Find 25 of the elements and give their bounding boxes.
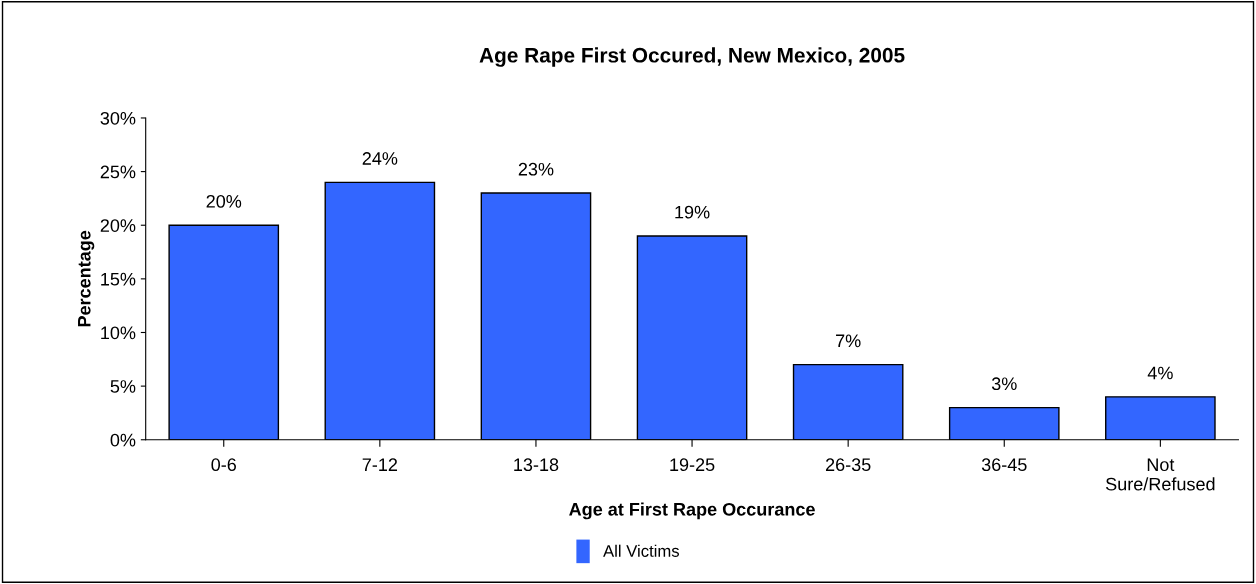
chart-title: Age Rape First Occured, New Mexico, 2005 xyxy=(479,47,905,67)
y-tick-label: 5% xyxy=(110,380,136,393)
x-tick-label: Not Sure/Refused xyxy=(1105,458,1215,491)
data-label: 23% xyxy=(518,162,554,176)
y-tick-label: 0% xyxy=(110,433,136,447)
data-label: 7% xyxy=(836,334,861,348)
y-tick-label: 15% xyxy=(101,272,136,286)
y-tick-label: 30% xyxy=(100,111,136,125)
x-tick-label: 13-18 xyxy=(514,458,559,472)
y-tick-label: 10% xyxy=(101,326,136,340)
data-label: 24% xyxy=(362,152,398,165)
data-label: 19% xyxy=(675,205,710,219)
x-tick-label: 0-6 xyxy=(211,458,236,472)
y-axis-title: Percentage xyxy=(78,230,95,327)
x-tick-label: 19-25 xyxy=(670,458,715,472)
y-tick-label: 20% xyxy=(100,219,136,232)
x-axis-title: Age at First Rape Occurance xyxy=(569,502,815,520)
y-tick-label: 25% xyxy=(100,165,136,179)
x-tick-label: 36-45 xyxy=(981,458,1027,472)
data-label: 3% xyxy=(991,377,1017,391)
x-tick-label: 26-35 xyxy=(825,458,871,472)
legend-label: All Victims xyxy=(603,544,680,557)
data-label: 20% xyxy=(206,194,242,208)
data-label: 4% xyxy=(1147,366,1173,380)
x-tick-label: 7-12 xyxy=(362,458,398,471)
